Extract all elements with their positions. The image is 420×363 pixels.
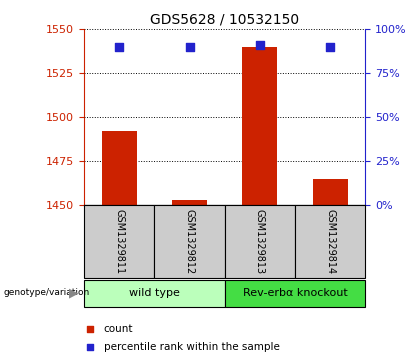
Bar bbox=[102, 131, 137, 205]
Bar bbox=[84, 205, 155, 278]
Text: ▶: ▶ bbox=[69, 287, 79, 299]
Text: GSM1329813: GSM1329813 bbox=[255, 209, 265, 274]
Text: GSM1329814: GSM1329814 bbox=[325, 209, 335, 274]
Point bbox=[116, 44, 123, 50]
Text: percentile rank within the sample: percentile rank within the sample bbox=[104, 342, 280, 352]
Bar bbox=[312, 179, 348, 205]
Bar bbox=[225, 205, 295, 278]
Bar bbox=[155, 205, 225, 278]
Text: GSM1329811: GSM1329811 bbox=[114, 209, 124, 274]
Title: GDS5628 / 10532150: GDS5628 / 10532150 bbox=[150, 12, 299, 26]
Point bbox=[86, 326, 93, 331]
Point bbox=[186, 44, 193, 50]
Point bbox=[257, 42, 263, 48]
Bar bbox=[295, 205, 365, 278]
Point bbox=[86, 344, 93, 350]
Text: count: count bbox=[104, 323, 133, 334]
Bar bbox=[172, 200, 207, 205]
Bar bbox=[225, 280, 365, 307]
Text: genotype/variation: genotype/variation bbox=[3, 288, 89, 297]
Text: Rev-erbα knockout: Rev-erbα knockout bbox=[243, 288, 347, 298]
Point bbox=[327, 44, 333, 50]
Text: GSM1329812: GSM1329812 bbox=[184, 209, 194, 274]
Text: wild type: wild type bbox=[129, 288, 180, 298]
Bar bbox=[242, 46, 278, 205]
Bar bbox=[84, 280, 225, 307]
